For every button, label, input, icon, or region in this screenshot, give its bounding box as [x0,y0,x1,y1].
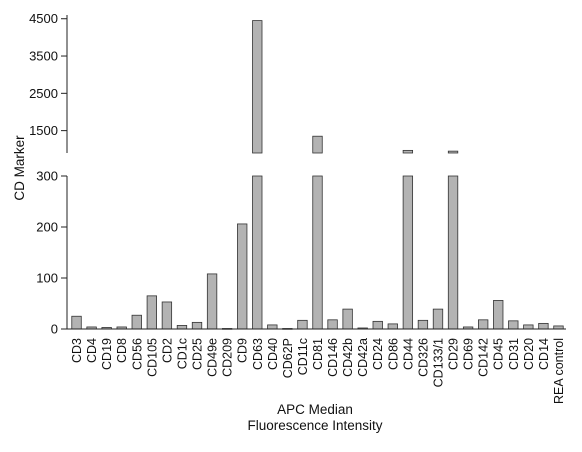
x-tick-label-cd69: CD69 [462,338,476,370]
x-category-labels: CD3 CD4 CD19 CD8 CD56 CD105 CD2 CD1c CD25 CD49e CD… [70,338,566,404]
x-axis-title-line-2: Fluorescence Intensity [247,418,382,433]
bar-cd44-lower [402,175,414,330]
x-tick-label-cd56: CD56 [130,338,144,370]
bar-cd326 [417,319,429,330]
bar-cd29-upper [447,150,459,154]
bar-cd63-upper [252,20,263,154]
bar-cd9 [237,223,248,330]
x-tick-label-cd142: CD142 [477,338,491,377]
x-tick-label-cd19: CD19 [100,338,114,370]
x-tick-label-cd31: CD31 [507,338,521,370]
x-tick-label-cd11c: CD11c [296,338,310,375]
bar-cd3 [71,315,82,330]
x-tick-label-cd62p: CD62P [281,338,295,378]
y-ticks-layer: 0 100 200 300 1500 2500 3500 4500 [29,11,67,337]
bar-cd63-lower [252,175,263,330]
x-tick-label-cd29: CD29 [447,338,461,370]
bar-cd31 [508,320,519,330]
bar-cd81-lower [312,175,323,330]
bar-cd11c [297,319,308,330]
x-tick-label-cd40: CD40 [266,338,280,370]
bar-cd20 [523,324,534,330]
x-tick-label-rea-control: REA control [552,338,566,404]
bar-cd142 [478,319,489,330]
x-tick-label-cd8: CD8 [115,338,129,363]
bar-cd45 [493,300,504,330]
x-tick-label-cd86: CD86 [386,338,400,370]
y-tick-label-300: 300 [36,169,58,184]
bar-cd44-upper [402,149,414,154]
x-tick-label-cd14: CD14 [537,338,551,370]
x-tick-label-cd24: CD24 [371,338,385,370]
bar-cd24 [372,320,383,330]
bar-cd133-1 [432,308,444,330]
x-tick-label-cd4: CD4 [85,338,99,363]
bars-layer [71,20,564,330]
x-tick-label-cd63: CD63 [251,338,265,370]
bar-cd40 [267,324,278,330]
bar-cd25 [191,321,203,330]
bar-cd86 [387,323,398,330]
x-tick-label-cd9: CD9 [236,338,250,363]
y-tick-label-2500: 2500 [29,86,58,101]
y-tick-label-200: 200 [36,220,58,235]
y-axis-title: CD Marker [12,135,27,201]
bar-cd146 [327,319,338,330]
bar-cd29-lower [447,175,459,330]
y-tick-label-4500: 4500 [29,11,58,26]
x-tick-label-cd42a: CD42a [356,338,370,377]
x-tick-label-cd146: CD146 [326,338,340,377]
x-tick-label-cd2: CD2 [160,338,174,363]
bar-cd49e [206,273,218,330]
y-tick-label-3500: 3500 [29,49,58,64]
x-tick-label-cd49e: CD49e [206,338,220,377]
x-tick-label-cd133-1: CD133/1 [431,338,445,387]
x-tick-label-cd81: CD81 [311,338,325,370]
y-tick-label-1500: 1500 [29,123,58,138]
x-tick-label-cd20: CD20 [522,338,536,370]
y-tick-label-0: 0 [51,322,58,337]
x-tick-label-cd105: CD105 [145,338,159,377]
x-tick-label-cd1c: CD1c [175,338,189,369]
bar-cd105 [146,295,157,330]
y-tick-label-100: 100 [36,271,58,286]
x-tick-label-cd45: CD45 [492,338,506,370]
x-tick-label-cd326: CD326 [416,338,430,377]
x-axis-title-line-1: APC Median [277,402,353,417]
x-tick-label-cd25: CD25 [191,338,205,370]
x-tick-label-cd44: CD44 [401,338,415,370]
bar-cd56 [131,314,142,330]
bar-cd81-upper [312,135,323,154]
x-tick-label-cd42b: CD42b [341,338,355,377]
bar-cd2 [161,301,173,330]
bar-cd1c [176,325,188,330]
axes-layer [66,15,566,330]
bar-cd14 [538,322,549,330]
x-tick-label-cd3: CD3 [70,338,84,363]
x-tick-label-cd209: CD209 [221,338,235,377]
bar-cd42b [342,308,353,330]
